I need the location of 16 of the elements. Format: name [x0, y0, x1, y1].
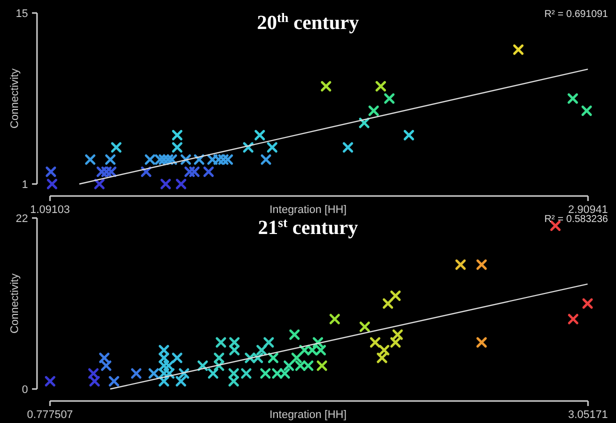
y-tick-label: 0 [22, 384, 28, 396]
annotation: R² = 0.691091 [544, 9, 608, 20]
x-tick-label: 1.09103 [30, 204, 70, 216]
y-tick-label: 15 [16, 8, 28, 20]
x-tick-label: 0.777507 [27, 409, 73, 421]
annotation: R² = 0.583236 [544, 214, 608, 225]
y-tick-label: 22 [16, 212, 28, 225]
x-tick-label: 3.05171 [568, 409, 608, 421]
y-axis-title: Connectivity [9, 68, 21, 128]
y-axis-title: Connectivity [9, 273, 21, 334]
chart-title: 20$^{th}$ century [256, 10, 360, 34]
chart-title: 21$^{st}$ century [258, 214, 358, 239]
x-tick-label: 2.90941 [568, 204, 608, 216]
y-tick-label: 1 [22, 178, 28, 191]
x-axis-title: Integration [HH] [269, 204, 347, 216]
x-axis-title: Integration [HH] [269, 409, 347, 421]
